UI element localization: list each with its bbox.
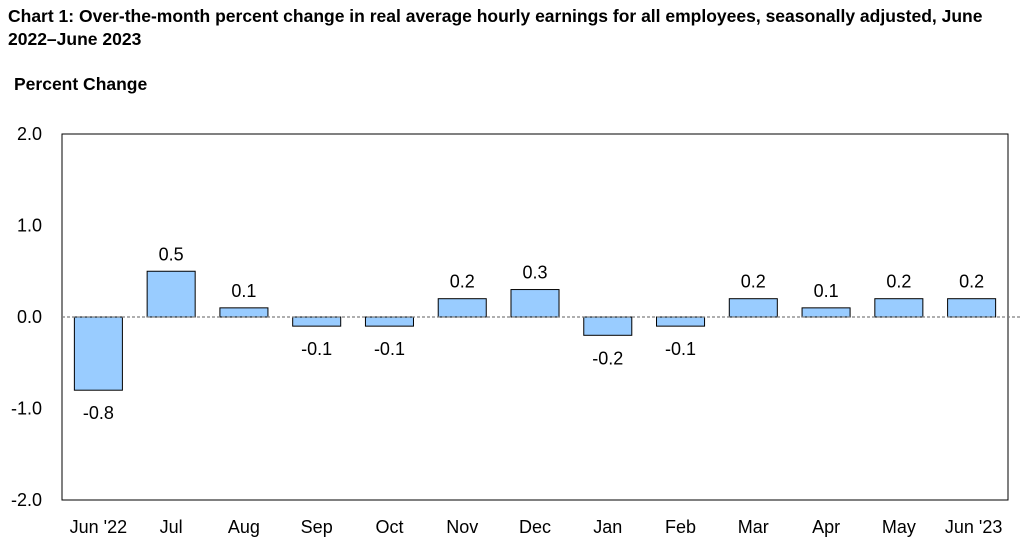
x-tick-label: Jul bbox=[160, 517, 183, 537]
x-tick-label: Jun '22 bbox=[70, 517, 127, 537]
x-tick-label: Nov bbox=[446, 517, 478, 537]
y-tick-label: 2.0 bbox=[17, 124, 42, 144]
data-label: -0.1 bbox=[665, 339, 696, 359]
data-label: 0.2 bbox=[886, 272, 911, 292]
x-tick-label: Feb bbox=[665, 517, 696, 537]
y-axis-title: Percent Change bbox=[14, 74, 148, 94]
data-label: 0.2 bbox=[450, 272, 475, 292]
bar bbox=[510, 289, 560, 318]
bar bbox=[146, 270, 196, 318]
data-label: 0.5 bbox=[159, 244, 184, 264]
bar bbox=[874, 298, 924, 318]
x-tick-label: Mar bbox=[738, 517, 769, 537]
x-tick-label: Dec bbox=[519, 517, 551, 537]
bar bbox=[437, 298, 487, 318]
data-label: 0.1 bbox=[231, 281, 256, 301]
bar bbox=[73, 316, 123, 391]
data-label: -0.1 bbox=[374, 339, 405, 359]
bar bbox=[801, 307, 851, 318]
data-label: 0.2 bbox=[959, 272, 984, 292]
chart-title: Chart 1: Over-the-month percent change i… bbox=[8, 6, 983, 49]
x-tick-label: Sep bbox=[301, 517, 333, 537]
bar bbox=[947, 298, 997, 318]
x-tick-label: Apr bbox=[812, 517, 840, 537]
bar bbox=[583, 316, 633, 336]
bar bbox=[364, 316, 414, 327]
x-tick-label: Jun '23 bbox=[945, 517, 1002, 537]
bar bbox=[292, 316, 342, 327]
data-label: 0.3 bbox=[522, 263, 547, 283]
x-tick-label: Oct bbox=[375, 517, 403, 537]
bar bbox=[728, 298, 778, 318]
x-tick-label: Jan bbox=[593, 517, 622, 537]
data-label: 0.2 bbox=[741, 272, 766, 292]
data-label: -0.8 bbox=[83, 403, 114, 423]
y-tick-label: -1.0 bbox=[11, 399, 42, 419]
y-tick-label: 1.0 bbox=[17, 216, 42, 236]
data-label: 0.1 bbox=[814, 281, 839, 301]
x-tick-label: May bbox=[882, 517, 916, 537]
y-tick-label: -2.0 bbox=[11, 490, 42, 510]
bar bbox=[656, 316, 706, 327]
data-label: -0.2 bbox=[592, 348, 623, 368]
y-tick-label: 0.0 bbox=[17, 307, 42, 327]
x-tick-label: Aug bbox=[228, 517, 260, 537]
data-label: -0.1 bbox=[301, 339, 332, 359]
bar bbox=[219, 307, 269, 318]
